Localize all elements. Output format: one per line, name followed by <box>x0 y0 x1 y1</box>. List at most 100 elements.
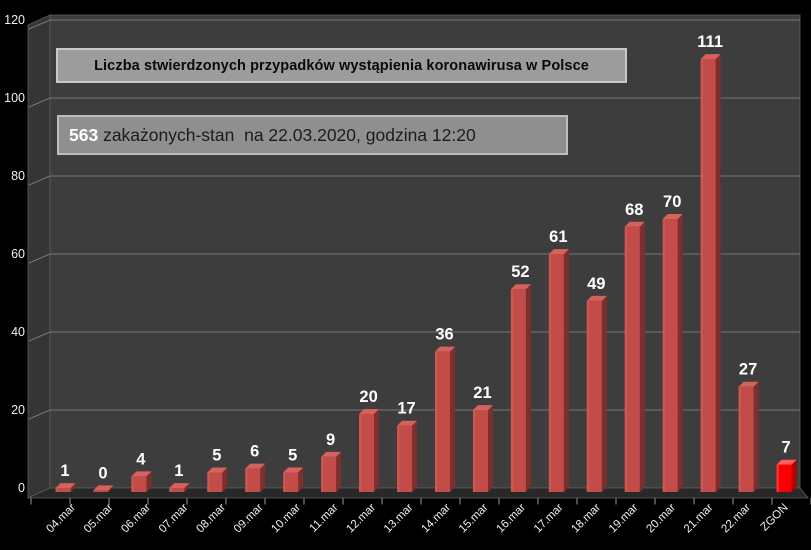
bar <box>662 219 678 492</box>
bar-value-label: 7 <box>781 439 790 457</box>
bar-side-face <box>412 420 418 492</box>
bar-top-face <box>435 346 455 352</box>
bar-top-face <box>738 381 759 387</box>
x-axis-category-label: 20.mar <box>644 502 678 536</box>
y-axis-tick-label: 120 <box>4 13 25 27</box>
bar <box>207 472 223 492</box>
bar <box>169 488 185 492</box>
bar-group <box>738 381 759 492</box>
bar <box>548 254 564 492</box>
bar-top-face <box>776 459 797 465</box>
chart-title: Liczba stwierdzonych przypadków wystąpie… <box>94 57 589 74</box>
bar-top-face <box>359 409 380 414</box>
bar <box>510 289 526 492</box>
bar-top-face <box>700 54 721 60</box>
bar-top-face <box>245 463 266 469</box>
bar-side-face <box>108 485 114 492</box>
y-axis-tick <box>28 409 51 420</box>
bar-group <box>472 405 493 492</box>
bar-side-face <box>715 54 721 492</box>
bar <box>131 476 147 492</box>
y-axis-tick <box>28 253 51 264</box>
bar-top-face <box>472 405 493 411</box>
bar-side-face <box>298 467 304 492</box>
bar-value-label: 17 <box>397 400 415 418</box>
bar-side-face <box>374 409 380 492</box>
bar-value-label: 61 <box>549 228 567 246</box>
bar-highlight <box>55 488 58 492</box>
y-axis-tick-label: 40 <box>11 325 25 339</box>
bar-group <box>397 420 418 492</box>
bar-side-face <box>336 451 342 492</box>
bar-highlight <box>169 488 172 492</box>
x-axis-category-label: 06.mar <box>119 502 153 536</box>
y-axis-tick-label: 0 <box>18 481 25 495</box>
bar-side-face <box>260 463 266 492</box>
bar-side-face <box>601 295 607 492</box>
bar-value-label: 5 <box>288 447 297 465</box>
bar-highlight <box>131 476 134 492</box>
bar-group <box>55 483 76 492</box>
x-axis-category-label: 09.mar <box>232 502 266 536</box>
bar-highlight <box>245 468 248 492</box>
bar-side-face <box>450 346 455 492</box>
bar-highlight <box>548 254 552 492</box>
bar-highlight <box>472 410 476 492</box>
x-axis-category-label: 07.mar <box>157 502 191 536</box>
bar <box>700 59 716 492</box>
bar-value-label: 9 <box>326 431 335 449</box>
bar <box>93 490 109 492</box>
bar-group <box>624 221 645 493</box>
bar <box>624 226 640 493</box>
y-axis-tick <box>28 331 51 342</box>
bar-highlight <box>624 226 627 493</box>
bar-group <box>700 54 721 492</box>
bar-highlight <box>321 456 324 492</box>
bar <box>586 300 602 492</box>
bar-group <box>131 471 152 492</box>
bar-top-face <box>662 214 683 219</box>
chart-subtitle-box: 563 zakażonych-stan na 22.03.2020, godzi… <box>57 115 568 155</box>
bar <box>283 472 299 492</box>
bar <box>397 425 413 492</box>
x-axis-category-label: 04.mar <box>44 502 78 536</box>
bar-value-label: 1 <box>60 462 69 480</box>
bar-highlight <box>700 59 703 492</box>
chart-subtitle-text: zakażonych-stan na 22.03.2020, godzina 1… <box>98 124 476 145</box>
bar-value-label: 52 <box>511 263 529 281</box>
plot-back-wall <box>49 14 801 489</box>
chart-title-box: Liczba stwierdzonych przypadków wystąpie… <box>56 48 627 83</box>
x-axis-category-label: 16.mar <box>494 502 528 536</box>
bar-group <box>207 467 228 492</box>
bar-top-face <box>131 471 152 477</box>
bar-top-face <box>55 483 76 489</box>
bar-highlight <box>662 219 665 492</box>
bar-group <box>510 284 531 492</box>
bar-group <box>548 249 569 492</box>
x-axis-category-label: 17.mar <box>532 502 566 536</box>
bar-side-face <box>791 459 797 492</box>
y-axis-tick <box>28 97 51 108</box>
bar-highlight <box>776 464 779 492</box>
bar-value-label: 6 <box>250 443 259 461</box>
y-axis-tick-label: 20 <box>11 403 25 417</box>
y-axis-tick <box>28 175 51 186</box>
bar-highlight <box>435 351 438 492</box>
bar <box>359 414 375 492</box>
bar-side-face <box>70 483 76 492</box>
y-axis-tick-label: 60 <box>11 247 25 261</box>
bar-value-label: 49 <box>587 275 605 293</box>
bar-value-label: 70 <box>663 193 681 211</box>
bar-group <box>435 346 455 492</box>
bar-group <box>359 409 380 492</box>
bar <box>55 488 71 492</box>
bar-group <box>169 483 190 492</box>
bar-side-face <box>525 284 531 492</box>
bar-group <box>283 467 304 492</box>
bar-top-face <box>548 249 569 255</box>
bar-highlight <box>586 300 589 492</box>
bar-group <box>776 459 797 492</box>
bar <box>738 386 754 492</box>
bar-value-label: 68 <box>625 201 643 219</box>
